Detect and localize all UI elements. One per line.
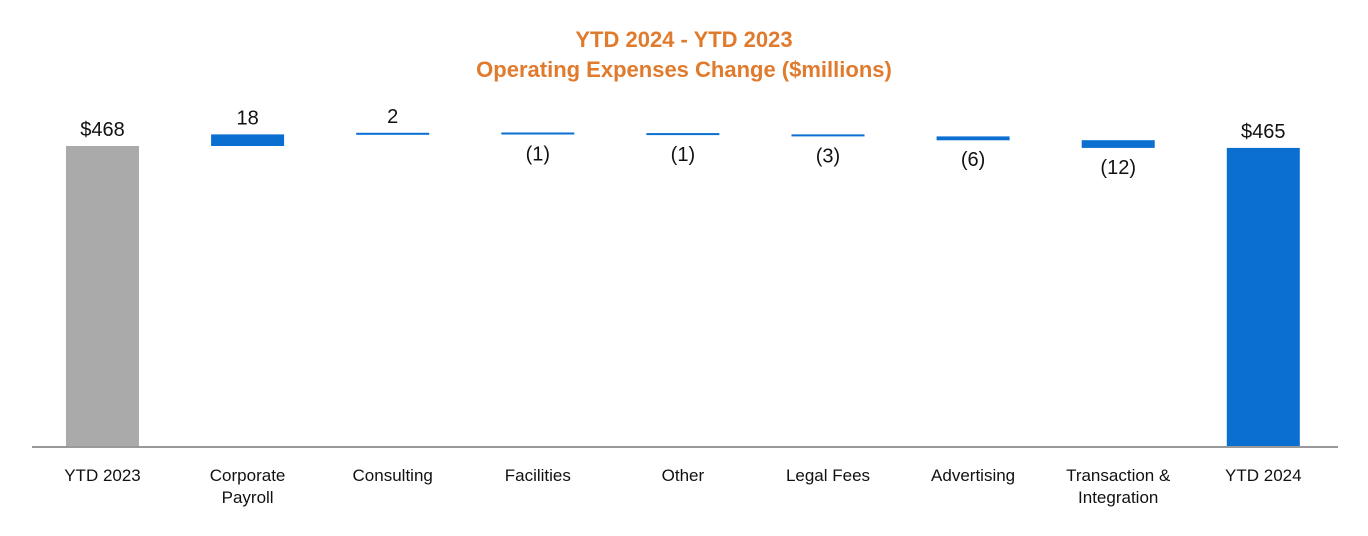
data-label-6: (6) xyxy=(961,149,985,171)
bar-7 xyxy=(1081,140,1155,148)
category-label-8: YTD 2024 xyxy=(1225,466,1302,485)
chart-subtitle: Operating Expenses Change ($millions) xyxy=(476,57,892,82)
bar-2 xyxy=(356,132,430,135)
category-label-7-line-0: Transaction & xyxy=(1066,466,1171,485)
category-label-1-line-1: Payroll xyxy=(222,488,274,507)
category-label-5: Legal Fees xyxy=(786,466,870,485)
bar-1 xyxy=(211,134,285,146)
data-label-8: $465 xyxy=(1241,121,1286,143)
data-label-0: $468 xyxy=(80,119,125,141)
bar-0 xyxy=(66,146,139,447)
data-label-7: (12) xyxy=(1100,157,1136,179)
category-label-1-line-0: Corporate xyxy=(210,466,286,485)
category-label-0: YTD 2023 xyxy=(64,466,141,485)
data-label-2: 2 xyxy=(387,106,398,128)
bar-3 xyxy=(501,132,575,135)
chart-title: YTD 2024 - YTD 2023 xyxy=(575,27,793,52)
bar-6 xyxy=(936,136,1010,141)
bar-8 xyxy=(1226,147,1300,447)
category-label-3: Facilities xyxy=(505,466,571,485)
data-label-5: (3) xyxy=(816,145,840,167)
bar-5 xyxy=(791,134,865,137)
data-label-4: (1) xyxy=(671,144,695,166)
bar-4 xyxy=(646,133,720,136)
data-label-1: 18 xyxy=(236,107,258,129)
data-label-3: (1) xyxy=(526,144,550,166)
category-label-6: Advertising xyxy=(931,466,1015,485)
category-label-7-line-1: Integration xyxy=(1078,488,1158,507)
category-label-4: Other xyxy=(662,466,705,485)
category-label-2: Consulting xyxy=(353,466,433,485)
